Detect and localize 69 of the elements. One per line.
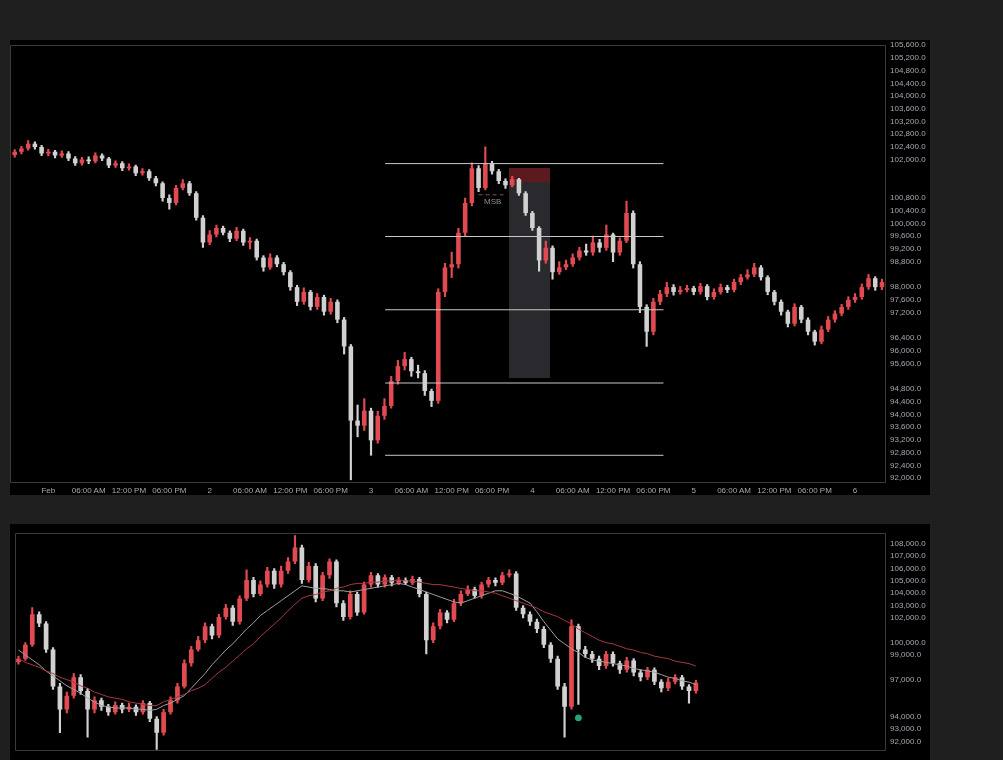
y-tick-label: 102,000.0 [890, 613, 927, 623]
y-tick-label: 97,600.0 [890, 295, 922, 305]
x-tick-label: 06:00 PM [474, 486, 510, 495]
x-tick-label: 2 [207, 486, 213, 495]
y-tick-label: 104,400.0 [890, 78, 927, 88]
x-tick-label: 12:00 PM [757, 486, 792, 495]
y-tick-label: 93,000.0 [890, 724, 922, 734]
y-tick-label: 102,800.0 [890, 129, 927, 139]
y-tick-label: 107,000.0 [890, 551, 927, 561]
y-tick-label: 97,000.0 [890, 674, 922, 684]
x-tick-label: 06:00 AM [717, 486, 752, 495]
y-tick-label: 108,000.0 [890, 539, 927, 549]
y-tick-label: 98,800.0 [890, 256, 922, 266]
y-tick-label: 98,000.0 [890, 282, 922, 292]
annotation: MSB [484, 197, 502, 206]
y-tick-label: 97,200.0 [890, 307, 922, 317]
y-tick-label: 102,400.0 [890, 142, 927, 152]
x-tick-label: 12:00 PM [111, 486, 147, 495]
x-tick-label: Feb [41, 486, 56, 495]
y-tick-label: 95,600.0 [890, 358, 922, 368]
x-tick-label: 12:00 PM [273, 486, 308, 495]
x-tick-label: 06:00 AM [555, 486, 590, 495]
y-tick-label: 96,000.0 [890, 346, 922, 356]
y-tick-label: 96,400.0 [890, 333, 922, 343]
y-tick-label: 100,000.0 [890, 637, 927, 647]
y-tick-label: 93,200.0 [890, 435, 922, 445]
y-tick-label: 94,000.0 [890, 711, 922, 721]
x-tick-label: 06:00 AM [394, 486, 429, 495]
x-tick-label: 06:00 PM [313, 486, 349, 495]
y-tick-label: 94,400.0 [890, 397, 922, 406]
y-tick-label: 104,000.0 [890, 91, 927, 101]
y-tick-label: 105,600.0 [890, 40, 927, 50]
y-tick-label: 99,000.0 [890, 650, 922, 660]
x-tick-label: 12:00 PM [595, 486, 631, 495]
x-tick-label: 12:00 PM [434, 486, 470, 495]
y-tick-label: 92,000.0 [890, 473, 922, 483]
y-tick-label: 105,200.0 [890, 53, 927, 63]
y-tick-label: 106,000.0 [890, 563, 927, 573]
x-tick-label: 06:00 AM [71, 486, 106, 495]
y-tick-label: 99,600.0 [890, 231, 922, 241]
y-tick-label: 100,800.0 [890, 193, 927, 203]
x-tick-label: 3 [368, 486, 374, 495]
y-tick-label: 100,000.0 [890, 218, 927, 228]
y-tick-label: 92,400.0 [890, 460, 922, 470]
y-tick-label: 99,200.0 [890, 244, 922, 254]
y-tick-label: 104,000.0 [890, 588, 927, 598]
y-tick-label: 103,000.0 [890, 600, 927, 610]
y-tick-label: 93,600.0 [890, 422, 922, 432]
y-tick-label: 92,000.0 [890, 736, 922, 746]
candlestick [355, 404, 360, 438]
x-tick-label: 4 [530, 486, 536, 495]
y-tick-label: 104,800.0 [890, 65, 927, 75]
y-tick-label: 92,800.0 [890, 447, 922, 457]
x-tick-label: 06:00 PM [636, 486, 671, 495]
candlestick [113, 160, 118, 168]
y-tick-label: 105,000.0 [890, 576, 927, 586]
y-tick-label: 102,000.0 [890, 154, 927, 164]
y-tick-label: 100,400.0 [890, 205, 927, 215]
y-tick-label: 94,000.0 [890, 409, 922, 419]
x-tick-label: 5 [691, 486, 697, 495]
candlestick [140, 168, 145, 176]
x-tick-label: 06:00 AM [233, 486, 268, 495]
x-tick-label: 06:00 PM [797, 486, 833, 495]
y-tick-label: 103,200.0 [890, 116, 927, 126]
y-tick-label: 94,800.0 [890, 384, 922, 394]
x-tick-label: 6 [852, 486, 858, 495]
candlestick [745, 269, 750, 280]
x-tick-label: 06:00 PM [152, 486, 187, 495]
y-tick-label: 103,600.0 [890, 104, 927, 114]
